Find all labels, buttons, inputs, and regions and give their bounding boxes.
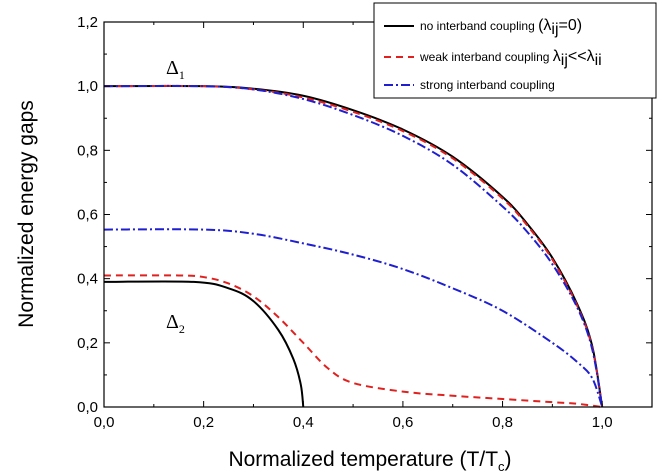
y-tick-label: 0,6 <box>77 207 98 224</box>
series-2-curve-0 <box>103 84 604 408</box>
series-2-curve-1 <box>103 228 604 408</box>
series-0-curve-1 <box>103 280 305 408</box>
y-tick-label: 0,0 <box>77 399 98 416</box>
x-axis-title-sub: c <box>498 459 505 474</box>
series-curves <box>103 84 604 408</box>
x-tick-label: 1,0 <box>592 414 613 431</box>
y-tick-label: 1,0 <box>77 78 98 95</box>
delta2-label: Δ2 <box>166 311 185 336</box>
series-1-curve-0 <box>103 84 604 408</box>
series-1-curve-1 <box>103 274 603 408</box>
legend: no interband coupling (λij=0) weak inter… <box>373 2 657 99</box>
delta2-symbol: Δ <box>166 311 179 333</box>
y-tick-label: 0,2 <box>77 335 98 352</box>
delta1-label: Δ1 <box>166 57 185 82</box>
legend-label-no-coupling: no interband coupling (λij=0) <box>420 17 582 38</box>
x-axis-title-end: ) <box>505 448 512 471</box>
x-axis-title: Normalized temperature (T/Tc) <box>228 448 511 474</box>
x-tick-label: 0,2 <box>193 414 214 431</box>
y-tick-label: 1,2 <box>77 14 98 31</box>
x-tick-label: 0,8 <box>492 414 513 431</box>
x-tick-label: 0,6 <box>392 414 413 431</box>
y-tick-label: 0,8 <box>77 142 98 159</box>
y-axis-title: Normalized energy gaps <box>15 100 38 328</box>
delta2-sub: 2 <box>179 322 185 336</box>
y-tick-label: 0,4 <box>77 271 98 288</box>
x-axis-title-main: Normalized temperature (T/T <box>228 448 498 471</box>
legend-label-strong-coupling: strong interband coupling <box>420 78 555 92</box>
delta1-symbol: Δ <box>166 57 179 79</box>
legend-label-weak-coupling: weak interband coupling λij<<λii <box>419 48 602 69</box>
x-tick-label: 0,0 <box>94 414 115 431</box>
delta1-sub: 1 <box>179 68 185 82</box>
legend-box <box>373 2 657 99</box>
x-tick-label: 0,4 <box>293 414 314 431</box>
